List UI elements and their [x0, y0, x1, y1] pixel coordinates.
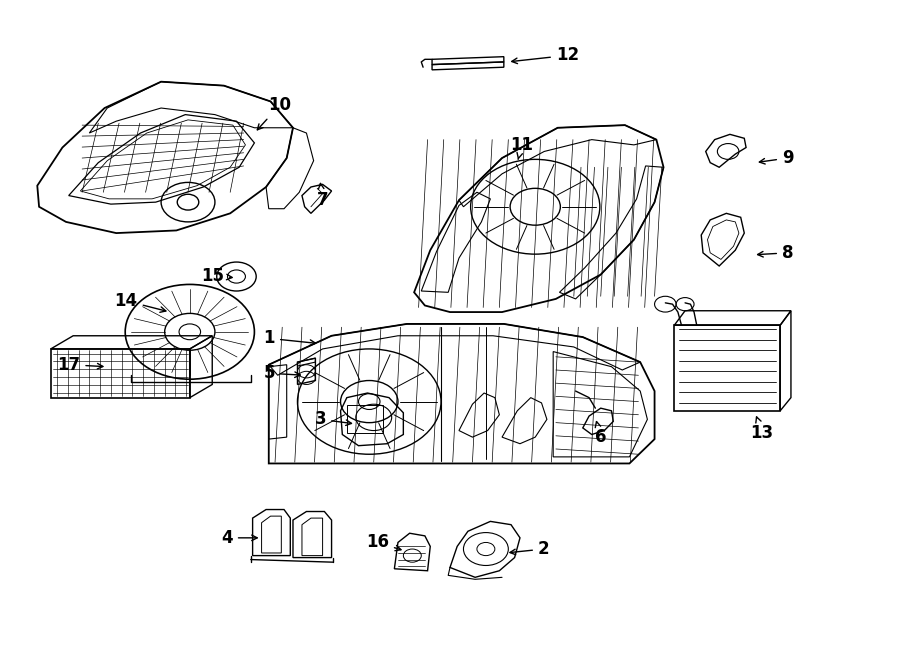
- Text: 7: 7: [317, 183, 328, 209]
- Text: 3: 3: [315, 410, 352, 428]
- Text: 2: 2: [510, 540, 550, 558]
- Text: 15: 15: [201, 267, 232, 285]
- Text: 6: 6: [595, 422, 607, 446]
- Text: 10: 10: [257, 97, 291, 130]
- Text: 1: 1: [264, 329, 316, 348]
- Text: 13: 13: [751, 417, 774, 442]
- Text: 8: 8: [758, 244, 794, 262]
- Text: 17: 17: [58, 356, 103, 373]
- Text: 16: 16: [366, 533, 401, 551]
- Text: 4: 4: [221, 529, 257, 547]
- Text: 5: 5: [264, 364, 301, 382]
- Bar: [346, 405, 382, 432]
- Text: 14: 14: [114, 292, 166, 312]
- Text: 9: 9: [760, 149, 794, 167]
- Text: 12: 12: [512, 46, 579, 64]
- Text: 11: 11: [510, 136, 534, 159]
